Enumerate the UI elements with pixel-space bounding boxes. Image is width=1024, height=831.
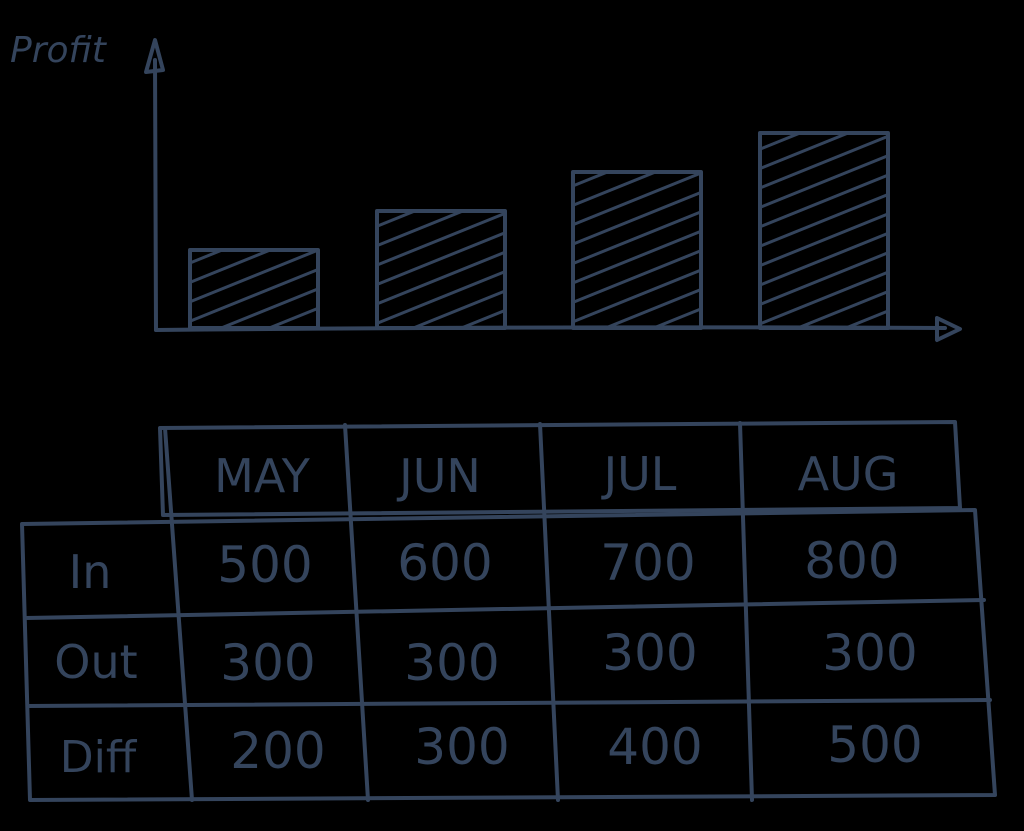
x-axis-arrowhead [935, 316, 962, 342]
column-header-jul: JUL [601, 447, 677, 501]
table-cell: 300 [822, 624, 917, 682]
table-cell: 500 [827, 716, 922, 774]
y-axis-label: Profit [10, 30, 108, 71]
column-separator [343, 423, 370, 802]
table-cell: 800 [804, 532, 899, 590]
table-cell: 400 [607, 718, 702, 776]
table-cell: 300 [602, 624, 697, 682]
column-separator [538, 422, 560, 802]
column-separator [738, 421, 754, 802]
column-separator [163, 426, 194, 802]
y-axis-arrowhead [144, 38, 165, 74]
row-separator [24, 598, 986, 620]
row-label-out: Out [54, 635, 137, 689]
column-header-jun: JUN [396, 449, 481, 503]
row-separator [26, 698, 992, 708]
table-header-border [158, 420, 962, 517]
table-row: Out 300 300 300 300 [54, 624, 917, 692]
table-cell: 600 [397, 534, 492, 592]
table-cell: 500 [217, 536, 312, 594]
table-body-border [20, 508, 997, 802]
y-axis [153, 58, 158, 332]
table-cell: 300 [404, 634, 499, 692]
row-label-in: In [69, 545, 112, 599]
data-table [20, 420, 997, 802]
bar-series [188, 131, 890, 330]
table-header: MAY JUN JUL AUG [214, 447, 898, 503]
column-header-may: MAY [214, 449, 311, 503]
row-label-diff: Diff [60, 732, 138, 783]
table-cell: 200 [230, 722, 325, 780]
bar-aug [758, 131, 890, 330]
table-cell: 300 [414, 718, 509, 776]
column-header-aug: AUG [798, 447, 899, 501]
bar-jul [571, 170, 703, 330]
table-cell: 700 [600, 534, 695, 592]
table-cell: 300 [220, 634, 315, 692]
bar-jun [375, 209, 507, 330]
table-row: Diff 200 300 400 500 [60, 716, 923, 783]
bar-may [188, 248, 320, 330]
table-row: In 500 600 700 800 [69, 532, 900, 599]
